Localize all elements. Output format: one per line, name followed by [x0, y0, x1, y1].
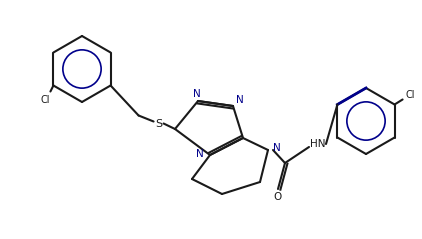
Text: S: S	[155, 119, 162, 129]
Text: Cl: Cl	[41, 94, 50, 104]
Text: O: O	[274, 192, 282, 202]
Text: Cl: Cl	[406, 89, 415, 99]
Text: N: N	[196, 149, 204, 159]
Text: N: N	[193, 89, 201, 99]
Text: N: N	[273, 143, 281, 153]
Text: N: N	[236, 95, 244, 105]
Text: HN: HN	[310, 139, 326, 149]
